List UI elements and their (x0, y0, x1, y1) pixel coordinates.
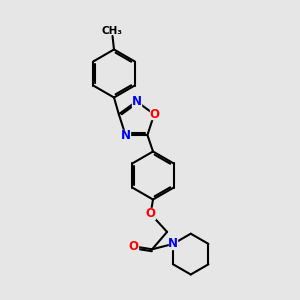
Text: O: O (149, 108, 159, 121)
Text: O: O (146, 207, 156, 220)
Polygon shape (129, 241, 138, 252)
Text: CH₃: CH₃ (102, 26, 123, 36)
Polygon shape (150, 109, 158, 119)
Polygon shape (169, 239, 177, 249)
Text: N: N (131, 95, 142, 108)
Polygon shape (146, 208, 155, 219)
Text: N: N (121, 128, 130, 142)
Text: N: N (168, 237, 178, 250)
Polygon shape (122, 130, 130, 140)
Text: O: O (128, 240, 139, 253)
Polygon shape (132, 96, 141, 106)
